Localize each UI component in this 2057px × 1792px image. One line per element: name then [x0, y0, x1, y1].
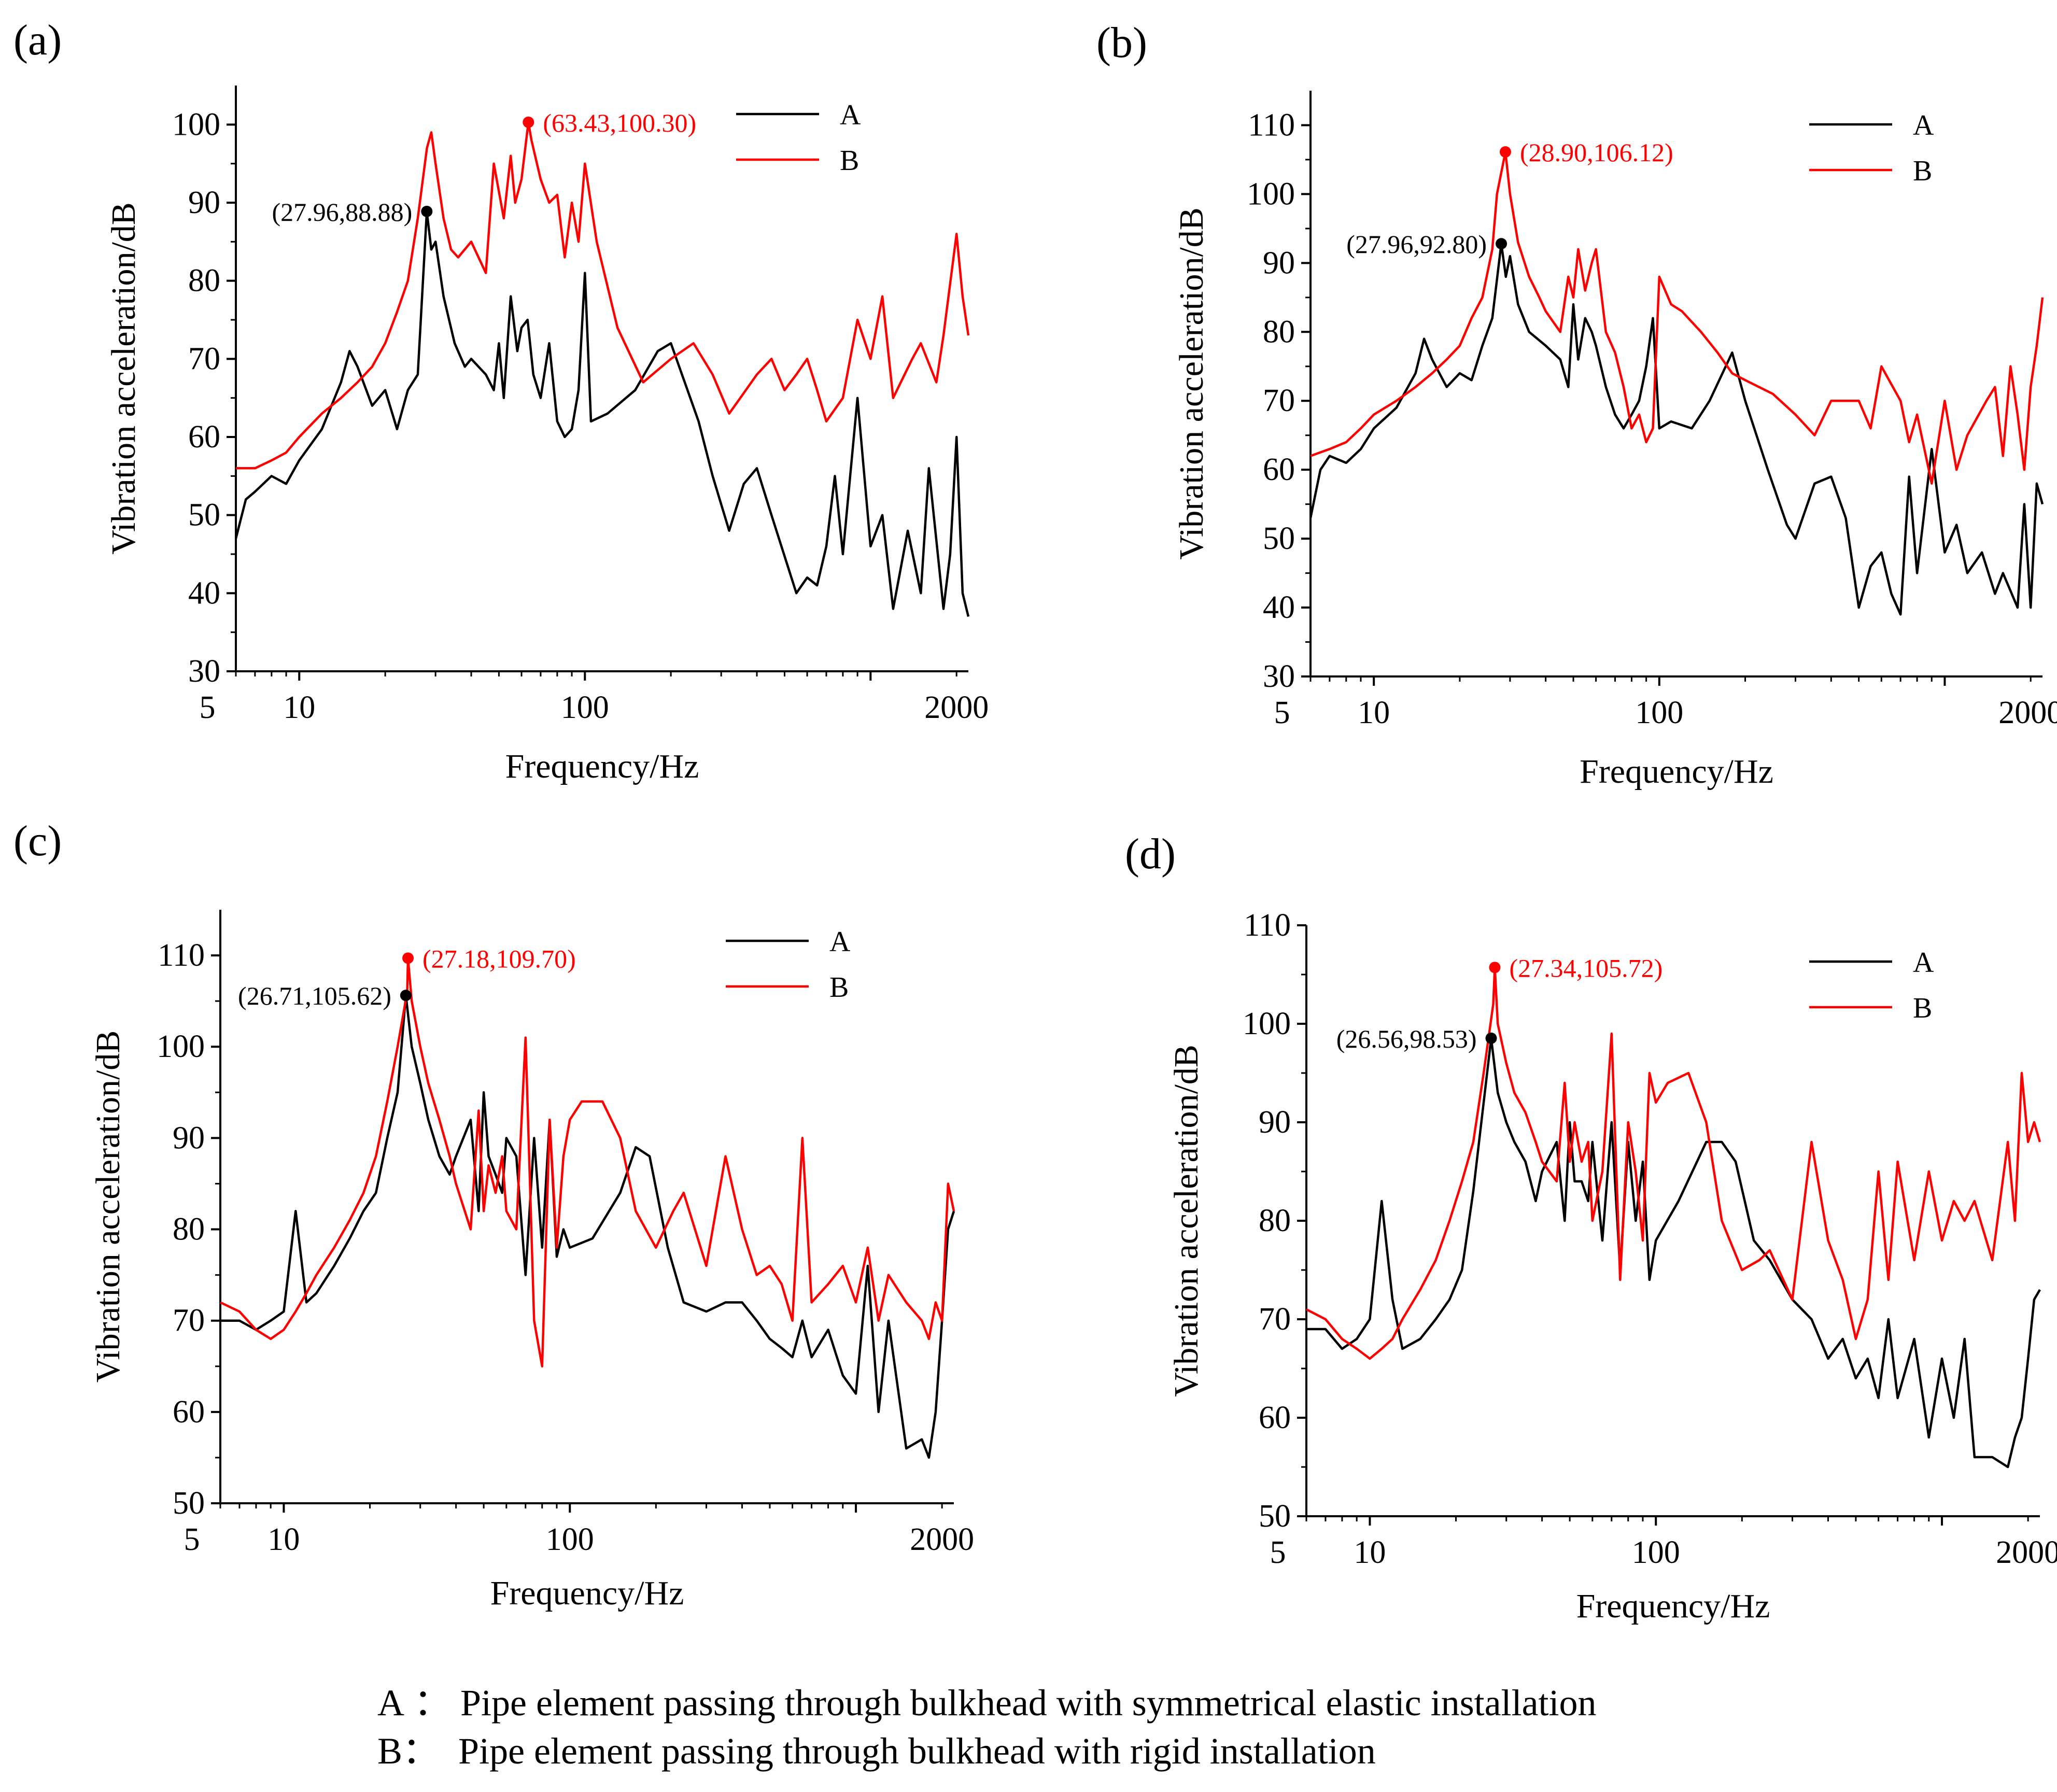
panel-label: (d) [1125, 830, 1176, 878]
peak-marker-a [1485, 1032, 1497, 1044]
peak-label-a: (26.56,98.53) [1336, 1024, 1477, 1053]
y-tick-label: 50 [173, 1486, 205, 1521]
legend-label-a: A [1913, 947, 1934, 979]
y-axis-title: Vibration acceleration/dB [1173, 207, 1210, 560]
series-b-line [220, 957, 955, 1368]
x-tick-label: 2000 [910, 1522, 974, 1557]
legend-label-b: B [1913, 992, 1932, 1024]
x-tick-label: 10 [283, 690, 315, 725]
x-tick-label: 5 [184, 1522, 200, 1557]
y-tick-label: 60 [1263, 452, 1295, 487]
y-tick-label: 50 [1263, 521, 1295, 556]
y-tick-label: 90 [188, 185, 220, 220]
y-axis-title: Vibration acceleration/dB [1167, 1045, 1205, 1397]
y-axis-title: Vibration acceleration/dB [89, 1031, 127, 1383]
x-tick-label: 2000 [924, 690, 989, 725]
y-tick-label: 50 [188, 498, 220, 533]
peak-marker-a [421, 205, 433, 217]
legend-label-a: A [1913, 109, 1934, 142]
x-axis-title: Frequency/Hz [505, 747, 699, 785]
x-tick-label: 10 [1358, 695, 1390, 730]
x-tick-label: 100 [1635, 695, 1683, 730]
y-tick-label: 40 [1263, 590, 1295, 625]
x-tick-label: 100 [1632, 1535, 1680, 1570]
y-tick-label: 90 [173, 1120, 205, 1155]
series-b-line [1305, 966, 2041, 1360]
peak-label-a: (27.96,88.88) [272, 197, 412, 227]
series-b-line [236, 121, 970, 470]
y-tick-label: 80 [188, 263, 220, 299]
legend-label-b: B [1913, 155, 1932, 187]
y-tick-label: 60 [173, 1394, 205, 1430]
series-a-line [1306, 1037, 2041, 1469]
panel-label: (a) [13, 16, 62, 64]
y-tick-label: 70 [173, 1303, 205, 1338]
y-tick-label: 90 [1259, 1105, 1291, 1140]
peak-label-a: (27.96,92.80) [1346, 230, 1487, 259]
y-tick-label: 110 [1248, 107, 1295, 143]
legend-label-a: A [829, 926, 851, 958]
y-tick-label: 70 [188, 341, 220, 376]
x-tick-label: 100 [546, 1522, 594, 1557]
panel-label: (c) [13, 817, 62, 865]
y-tick-label: 50 [1259, 1499, 1291, 1534]
x-axis-title: Frequency/Hz [1576, 1587, 1770, 1625]
peak-label-b: (28.90,106.12) [1520, 138, 1673, 167]
y-tick-label: 30 [1263, 659, 1295, 694]
legend-label-b: B [840, 145, 859, 177]
legend-label-a: A [840, 99, 861, 131]
x-tick-label: 5 [1270, 1535, 1286, 1570]
panel-a: (a) 30 40 50 60 70 80 90 100 5 10 100 2000 Frequency/… [13, 16, 989, 785]
y-tick-label: 90 [1263, 245, 1295, 280]
caption-line-a: A ： Pipe element passing through bulkhea… [377, 1682, 1597, 1724]
series-a-line [220, 994, 955, 1459]
panel-b: (b) 30 40 50 60 70 80 90 100 110 5 10 100 2000 Frequen… [1096, 19, 2057, 791]
peak-marker-a [400, 990, 412, 1001]
peak-label-a: (26.71,105.62) [238, 981, 391, 1010]
panel-label: (b) [1096, 19, 1147, 67]
y-tick-label: 60 [1259, 1400, 1291, 1435]
y-tick-label: 80 [1259, 1203, 1291, 1238]
caption-line-b: B： Pipe element passing through bulkhead… [377, 1730, 1376, 1772]
y-tick-label: 40 [188, 575, 220, 611]
y-tick-label: 100 [1247, 176, 1295, 211]
y-tick-label: 100 [157, 1029, 205, 1064]
peak-label-b: (27.18,109.70) [422, 944, 576, 973]
y-tick-label: 70 [1259, 1302, 1291, 1337]
x-tick-label: 2000 [1996, 1535, 2057, 1570]
x-tick-label: 5 [200, 690, 216, 725]
peak-marker-b [1489, 962, 1501, 973]
x-tick-label: 10 [267, 1522, 300, 1557]
y-tick-label: 100 [172, 107, 220, 142]
panel-d: (d) 50 60 70 80 90 100 110 5 10 100 2000 Frequency/H… [1125, 830, 2057, 1625]
y-tick-label: 110 [1244, 908, 1291, 943]
x-tick-label: 2000 [1998, 695, 2057, 730]
legend-label-b: B [829, 971, 849, 1004]
y-axis-title: Vibration acceleration/dB [105, 202, 143, 555]
y-tick-label: 30 [188, 654, 220, 689]
y-tick-label: 80 [1263, 314, 1295, 349]
y-tick-label: 110 [158, 938, 205, 973]
panel-c: (c) 50 60 70 80 90 100 110 5 10 100 2000 Frequency/H… [13, 817, 974, 1612]
peak-marker-b [1499, 146, 1511, 158]
y-tick-label: 60 [188, 419, 220, 455]
series-a-line [234, 210, 970, 617]
y-tick-label: 100 [1243, 1006, 1291, 1041]
y-tick-label: 70 [1263, 383, 1295, 418]
x-tick-label: 100 [561, 690, 609, 725]
peak-marker-b [523, 116, 534, 128]
peak-marker-b [402, 952, 414, 964]
y-tick-label: 80 [173, 1212, 205, 1247]
x-axis-title: Frequency/Hz [490, 1574, 684, 1612]
x-axis-title: Frequency/Hz [1580, 753, 1773, 791]
peak-label-b: (63.43,100.30) [543, 108, 696, 137]
x-tick-label: 10 [1354, 1535, 1386, 1570]
peak-label-b: (27.34,105.72) [1509, 953, 1662, 982]
peak-marker-a [1496, 238, 1507, 250]
series-a-line [1309, 242, 2044, 616]
series-b-line [1310, 150, 2044, 485]
x-tick-label: 5 [1274, 695, 1290, 730]
